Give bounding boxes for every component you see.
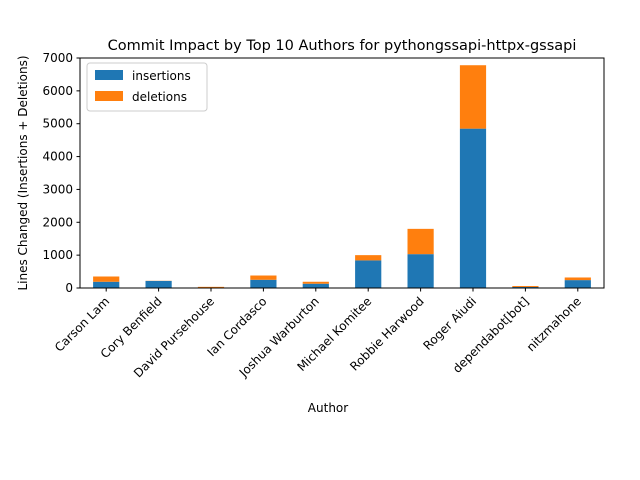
y-tick-label-2: 2000 (42, 215, 73, 229)
y-tick-label-6: 6000 (42, 84, 73, 98)
bar-deletions-2 (197, 286, 225, 288)
legend-swatch-deletions (95, 91, 123, 101)
bar-insertions-0 (93, 281, 120, 288)
bar-insertions-5 (355, 260, 382, 288)
legend: insertions deletions (86, 62, 208, 112)
plot-frame (79, 57, 605, 289)
bar-deletions-9 (564, 277, 591, 281)
legend-label-insertions: insertions (132, 69, 191, 83)
x-axis-label: Author (308, 401, 348, 415)
bar-deletions-5 (355, 255, 382, 261)
y-tick-label-5: 5000 (42, 117, 73, 131)
bar-insertions-7 (459, 128, 487, 288)
bar-insertions-3 (250, 279, 277, 288)
bar-deletions-4 (302, 281, 329, 284)
y-tick-label-3: 3000 (42, 182, 73, 196)
bar-insertions-6 (407, 254, 434, 288)
legend-label-deletions: deletions (132, 90, 187, 104)
legend-swatch-insertions (95, 70, 123, 80)
bar-insertions-9 (564, 280, 591, 288)
y-tick-label-4: 4000 (42, 150, 73, 164)
bar-insertions-4 (302, 283, 329, 288)
y-axis: 0 1000 2000 3000 4000 5000 6000 7000 (42, 51, 80, 295)
y-axis-label: Lines Changed (Insertions + Deletions) (16, 55, 30, 290)
bar-deletions-6 (407, 228, 434, 255)
chart-title: Commit Impact by Top 10 Authors for pyth… (108, 38, 577, 54)
bar-deletions-8 (512, 286, 539, 288)
y-tick-label-7: 7000 (42, 51, 73, 65)
bar-deletions-0 (93, 276, 120, 282)
bar-deletions-7 (459, 65, 487, 129)
bar-deletions-3 (250, 275, 277, 280)
y-tick-label-0: 0 (65, 281, 73, 295)
y-tick-label-1: 1000 (42, 248, 73, 262)
bar-insertions-1 (145, 280, 172, 288)
bars (93, 65, 591, 288)
